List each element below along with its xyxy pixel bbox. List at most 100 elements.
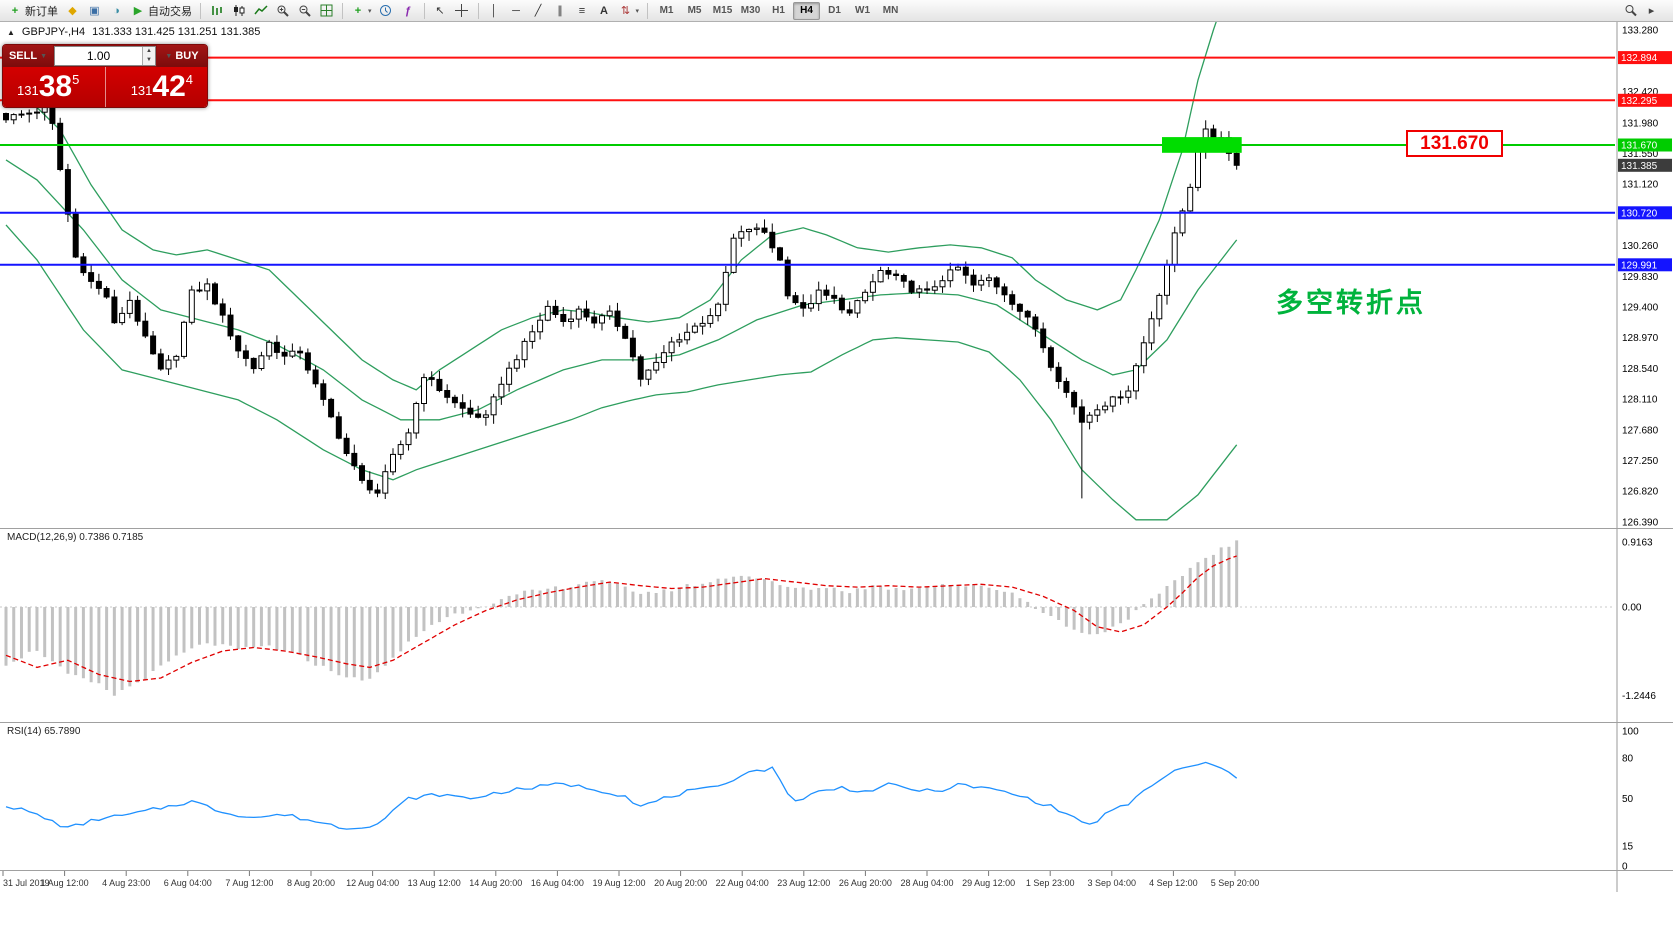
timeframe-w1-button[interactable]: W1	[855, 5, 871, 16]
dropdown-caret-icon[interactable]: ▾	[635, 7, 640, 15]
price-badge: 131.670	[1618, 138, 1672, 152]
terminal-icon: ▣	[89, 4, 100, 17]
time-label: 7 Aug 12:00	[225, 878, 273, 888]
toolbar-separator	[342, 2, 343, 19]
crosshair-button[interactable]	[452, 1, 473, 20]
profiles-button[interactable]	[376, 1, 397, 20]
buy-price[interactable]: 131 42 4	[106, 67, 208, 107]
toolbar-separator	[647, 2, 649, 19]
mql-editor-button[interactable]: ◆	[62, 1, 83, 20]
time-label: 14 Aug 20:00	[469, 878, 522, 888]
buy-dropdown-caret-icon[interactable]: ▼	[165, 52, 173, 60]
rsi-axis-label: 50	[1622, 794, 1634, 805]
zoom-out-button[interactable]	[294, 1, 315, 20]
shift-icon: ▸	[1648, 4, 1655, 17]
price-axis-label: 126.820	[1622, 487, 1659, 498]
indicator-list-button[interactable]: ƒ	[398, 1, 419, 20]
annotation-text[interactable]: 多空转折点	[1276, 288, 1426, 318]
arrow-objects-button[interactable]: ⇅ ▾	[616, 1, 643, 20]
volume-value[interactable]: 1.00	[86, 49, 111, 63]
trendline-button[interactable]: ╱	[528, 1, 549, 20]
price-badge: 130.720	[1618, 206, 1672, 220]
dropdown-caret-icon[interactable]: ▾	[368, 7, 372, 15]
volume-spin-buttons[interactable]: ▲ ▼	[142, 47, 155, 65]
sell-dropdown-caret-icon[interactable]: ▼	[40, 52, 48, 60]
new-order-button[interactable]: + 新订单	[5, 1, 61, 20]
channel-icon: ∥	[557, 4, 563, 17]
svg-text:132.894: 132.894	[1621, 53, 1658, 64]
new-chart-button[interactable]: + ▾	[348, 1, 375, 20]
bar-chart-mode-button[interactable]	[206, 1, 227, 20]
zoomin-icon	[276, 4, 290, 18]
timeframe-m30-button[interactable]: M30	[740, 5, 761, 16]
horizontal-line-button[interactable]: ─	[506, 1, 527, 20]
price-badge: 132.894	[1618, 51, 1672, 65]
collapse-panel-icon[interactable]: ▲	[7, 27, 15, 37]
macd-axis-label: 0.9163	[1622, 537, 1653, 548]
time-label: 20 Aug 20:00	[654, 878, 707, 888]
autotrading-button[interactable]: ▶ 自动交易	[128, 1, 195, 20]
zoom-in-button[interactable]	[272, 1, 293, 20]
timeframe-h4-button[interactable]: H4	[793, 1, 821, 20]
symbol-ohlc: 131.333 131.425 131.251 131.385	[92, 26, 261, 38]
strategy-tester-button[interactable]: ◑	[106, 1, 127, 20]
vline-icon: │	[490, 4, 498, 17]
grid-icon	[320, 4, 334, 18]
volume-down-icon[interactable]: ▼	[143, 56, 155, 65]
svg-text:131.670: 131.670	[1621, 141, 1658, 152]
sell-price[interactable]: 131 38 5	[3, 67, 106, 107]
timeframe-m1-button[interactable]: M1	[659, 5, 674, 16]
volume-up-icon[interactable]: ▲	[143, 47, 155, 56]
buy-price-prefix: 131	[130, 83, 153, 98]
timeframe-m5-button[interactable]: M5	[687, 5, 702, 16]
cursor-button[interactable]: ↖	[430, 1, 451, 20]
rsi-axis-label: 100	[1622, 727, 1639, 738]
price-badge: 129.991	[1618, 258, 1672, 272]
symbol-title: GBPJPY-,H4	[21, 26, 86, 38]
text-label-button[interactable]: A	[594, 1, 615, 20]
timeframe-d1-button[interactable]: D1	[828, 5, 841, 16]
rsi-line	[5, 761, 1238, 830]
time-label: 8 Aug 20:00	[287, 878, 335, 888]
diamond-icon: ◆	[68, 4, 77, 17]
bars-icon	[210, 4, 224, 18]
search-icon	[1624, 4, 1638, 18]
one-click-trading-panel: SELL ▼ 1.00 ▲ ▼ ▼ BUY 131 38 5 1	[2, 44, 208, 108]
arrow-icon: ⇅	[620, 4, 631, 17]
price-callout[interactable]: 131.670	[1406, 130, 1503, 157]
chart-shift-button[interactable]: ▸	[1641, 1, 1662, 20]
terminal-button[interactable]: ▣	[84, 1, 105, 20]
volume-stepper[interactable]: 1.00 ▲ ▼	[54, 46, 156, 66]
line-chart-mode-button[interactable]	[250, 1, 271, 20]
candlestick-mode-button[interactable]	[228, 1, 249, 20]
buy-button-label: BUY	[175, 50, 199, 62]
price-axis-label: 128.970	[1622, 333, 1659, 344]
main-price-chart[interactable]	[0, 7, 1615, 521]
fibonacci-button[interactable]: ≡	[572, 1, 593, 20]
time-label: 28 Aug 04:00	[900, 878, 953, 888]
svg-text:131.385: 131.385	[1621, 161, 1658, 172]
price-badge: 132.295	[1618, 93, 1672, 107]
macd-axis-label: -1.2446	[1622, 691, 1656, 702]
vertical-line-button[interactable]: │	[484, 1, 505, 20]
channel-button[interactable]: ∥	[550, 1, 571, 20]
tile-windows-button[interactable]	[316, 1, 337, 20]
timeframe-m15-button[interactable]: M15	[712, 5, 733, 16]
sell-button[interactable]: SELL ▼	[3, 45, 53, 67]
buy-button[interactable]: ▼ BUY	[157, 45, 207, 67]
timeframe-mn-button[interactable]: MN	[882, 5, 899, 16]
time-label: 19 Aug 12:00	[592, 878, 645, 888]
macd-signal-line	[5, 555, 1237, 683]
time-label: 13 Aug 12:00	[408, 878, 461, 888]
middle-band-line	[5, 159, 1238, 421]
price-axis-label: 129.830	[1622, 272, 1659, 283]
search-button[interactable]	[1620, 1, 1641, 20]
svg-text:130.720: 130.720	[1621, 208, 1658, 219]
linechart-icon	[253, 4, 268, 18]
hline-icon: ─	[512, 4, 520, 17]
highlight-zone[interactable]	[1162, 137, 1242, 153]
timeframe-h1-button[interactable]: H1	[772, 5, 785, 16]
